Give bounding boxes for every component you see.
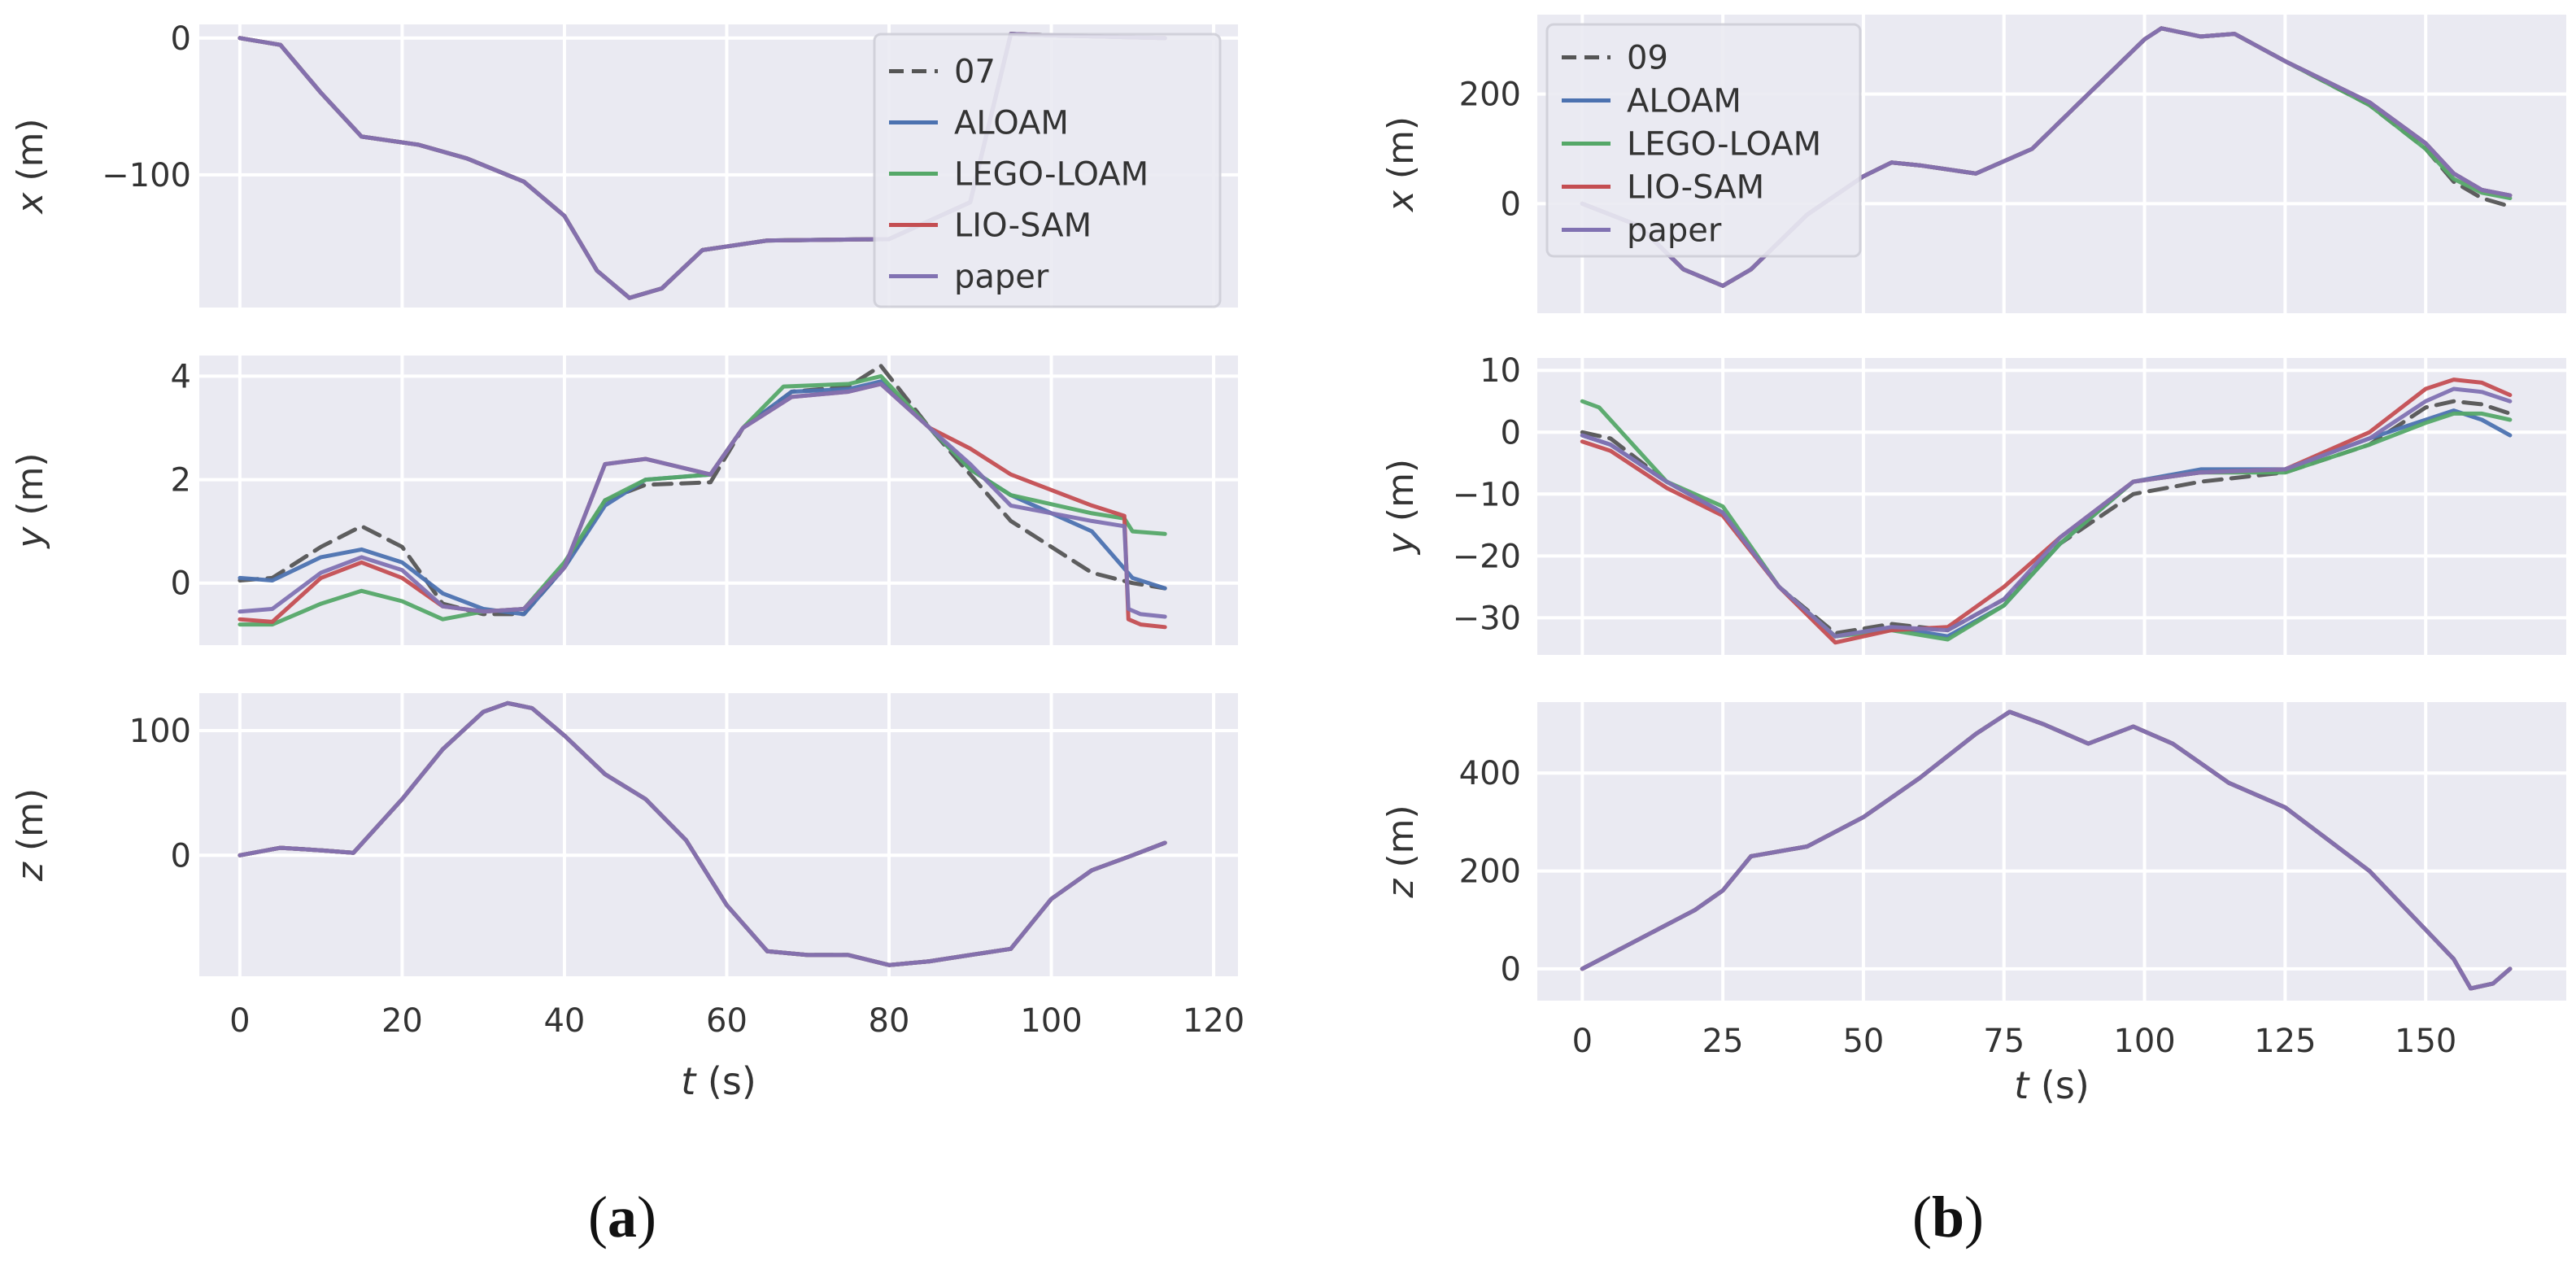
series-line-07	[238, 364, 1167, 617]
legend-label: LEGO-LOAM	[954, 156, 1149, 194]
series-group	[1580, 709, 2513, 991]
y-tick-label: 0	[171, 20, 191, 58]
y-tick-label: 10	[1480, 352, 1521, 390]
legend-label: paper	[1627, 212, 1722, 250]
series-group	[1580, 26, 2513, 288]
x-tick-label: 25	[1702, 1023, 1744, 1060]
y-tick-label: 0	[1501, 185, 1521, 223]
legend-label: LEGO-LOAM	[1627, 126, 1821, 164]
x-tick-label: 75	[1983, 1023, 2025, 1060]
y-tick-label: 2	[171, 462, 191, 500]
legend-label: ALOAM	[954, 105, 1069, 142]
x-tick-label: 0	[1572, 1023, 1593, 1060]
y-tick-label: −20	[1453, 538, 1521, 575]
y-axis-label: z (m)	[1380, 805, 1422, 898]
y-tick-label: 0	[1501, 951, 1521, 988]
y-tick-label: 0	[171, 565, 191, 603]
series-line-paper	[1580, 709, 2513, 991]
y-axis-label: y (m)	[1380, 459, 1422, 556]
series-line-paper	[1580, 386, 2513, 639]
caption-a: (a)	[588, 1185, 656, 1250]
y-tick-label: −30	[1453, 600, 1521, 637]
series-line-paper	[238, 382, 1167, 619]
plot-background	[1537, 358, 2566, 655]
legend-label: 07	[954, 54, 996, 91]
plot-background	[199, 356, 1238, 645]
legend-a: 07 ALOAM LEGO-LOAM LIO-SAM paper	[873, 33, 1222, 308]
y-axis-label: x (m)	[1380, 116, 1422, 213]
plot-background	[199, 693, 1238, 976]
legend-label: 09	[1627, 40, 1668, 77]
legend-box	[873, 33, 1222, 308]
y-tick-label: −10	[1453, 476, 1521, 513]
caption-b: (b)	[1912, 1185, 1984, 1250]
series-group	[238, 700, 1167, 967]
legend-b: 09 ALOAM LEGO-LOAM LIO-SAM paper	[1545, 23, 1862, 258]
x-axis-label: t (s)	[681, 1059, 756, 1103]
y-tick-label: 200	[1459, 853, 1521, 891]
legend-label: LIO-SAM	[954, 207, 1092, 245]
y-tick-label: 0	[171, 837, 191, 875]
x-tick-label: 0	[229, 1002, 250, 1040]
series-group	[1580, 377, 2513, 645]
y-tick-label: 200	[1459, 76, 1521, 114]
y-axis-label: y (m)	[10, 452, 51, 549]
legend-box	[1545, 23, 1862, 258]
x-tick-label: 60	[706, 1002, 748, 1040]
y-tick-label: 0	[1501, 414, 1521, 452]
x-tick-label: 125	[2254, 1023, 2316, 1060]
y-tick-label: −100	[102, 157, 191, 194]
chart-a: 0 −100 x (m) 0 2 4 y (m) 0 100 z (m) 0 20 40 60 80 100 1…	[10, 20, 1244, 1250]
chart-a-panel-y: 0 2 4 y (m)	[10, 356, 1238, 645]
series-group	[238, 364, 1167, 630]
x-tick-label: 100	[2113, 1023, 2175, 1060]
plot-background	[1537, 702, 2566, 1001]
legend-label: LIO-SAM	[1627, 169, 1764, 207]
x-tick-label: 100	[1020, 1002, 1082, 1040]
chart-a-panel-z: 0 100 z (m)	[10, 693, 1238, 976]
series-line-paper	[238, 700, 1167, 967]
y-axis-label: x (m)	[10, 118, 51, 215]
x-tick-label: 150	[2395, 1023, 2456, 1060]
x-tick-label: 80	[869, 1002, 910, 1040]
chart-b-panel-y: 10 0 −10 −20 −30 y (m)	[1380, 352, 2566, 655]
y-tick-label: 4	[171, 358, 191, 395]
x-tick-label: 20	[381, 1002, 423, 1040]
legend-label: ALOAM	[1627, 83, 1741, 120]
legend-label: paper	[954, 259, 1049, 296]
x-axis-label: t (s)	[2014, 1063, 2090, 1107]
series-line-lio-sam	[1580, 377, 2513, 645]
x-tick-label: 50	[1842, 1023, 1884, 1060]
y-axis-label: z (m)	[10, 788, 51, 882]
chart-b-panel-z: 0 200 400 z (m)	[1380, 702, 2566, 1001]
x-tick-label: 40	[543, 1002, 585, 1040]
y-tick-label: 100	[129, 713, 191, 750]
y-tick-label: 400	[1459, 755, 1521, 792]
x-tick-label: 120	[1183, 1002, 1244, 1040]
series-line-paper	[1580, 26, 2513, 288]
